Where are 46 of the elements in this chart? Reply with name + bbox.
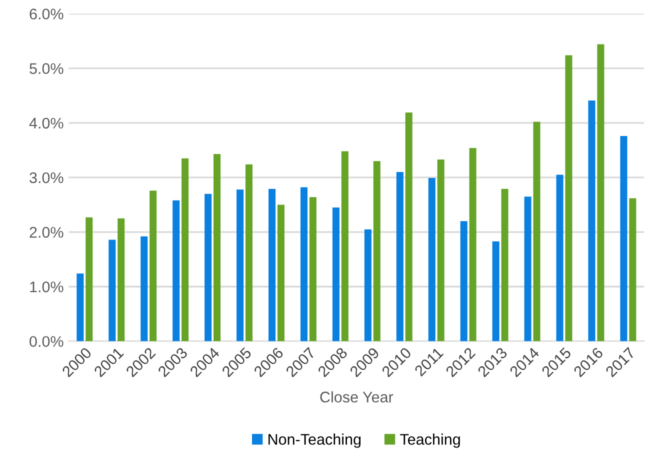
bar xyxy=(140,236,148,342)
bar xyxy=(396,172,404,342)
x-axis-title: Close Year xyxy=(320,391,394,403)
y-tick-label: 4.0% xyxy=(29,118,64,129)
bar xyxy=(428,178,436,342)
bar xyxy=(556,174,564,342)
bar xyxy=(524,196,532,342)
bar xyxy=(629,198,636,342)
bar xyxy=(460,221,468,342)
bar xyxy=(341,151,348,342)
bar xyxy=(172,200,180,342)
bar xyxy=(204,194,212,342)
bar xyxy=(597,44,604,342)
bar xyxy=(364,229,372,342)
y-tick-label: 6.0% xyxy=(30,8,64,20)
bar xyxy=(437,159,444,342)
bar xyxy=(565,55,572,342)
y-tick-label: 0.0% xyxy=(30,336,64,347)
y-tick-label: 2.0% xyxy=(30,226,64,238)
bar xyxy=(492,241,500,342)
bar xyxy=(268,188,276,342)
bar xyxy=(533,122,540,342)
legend-label: Non-Teaching xyxy=(268,434,361,448)
y-tick-label: 1.0% xyxy=(30,282,64,292)
bar xyxy=(373,161,380,342)
bar xyxy=(501,188,508,342)
bar xyxy=(182,158,189,342)
bar xyxy=(277,204,284,342)
bar xyxy=(214,154,221,342)
bar xyxy=(236,189,244,342)
legend-label: Teaching xyxy=(400,434,460,448)
bar xyxy=(118,218,125,342)
bar xyxy=(620,136,628,342)
bar xyxy=(86,217,93,342)
bar xyxy=(309,197,316,342)
y-tick-label: 5.0% xyxy=(30,63,64,74)
bar xyxy=(332,207,340,342)
bar xyxy=(469,148,476,342)
bar xyxy=(108,240,116,342)
bar xyxy=(300,187,308,342)
bar xyxy=(245,164,253,342)
bar xyxy=(405,112,412,342)
bar xyxy=(76,274,84,342)
y-tick-label: 3.0% xyxy=(30,172,64,184)
bar xyxy=(150,190,157,342)
bar xyxy=(588,100,596,342)
